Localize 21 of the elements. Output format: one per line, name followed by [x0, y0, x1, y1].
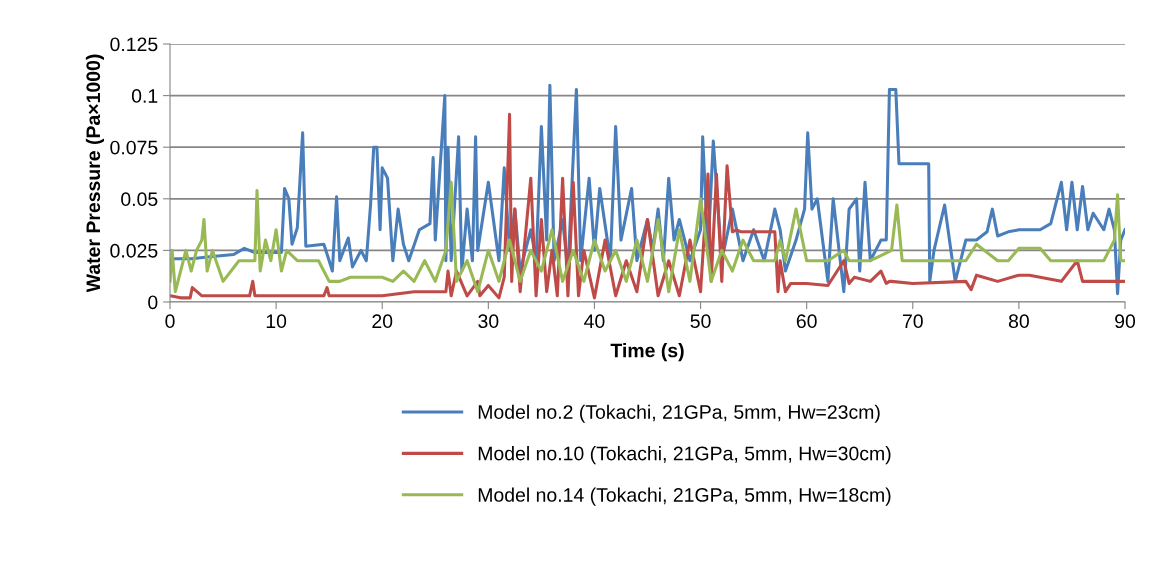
x-tick-label: 40	[584, 314, 605, 329]
y-tick-label: 0	[148, 295, 158, 310]
legend-label: Model no.2 (Tokachi, 21GPa, 5mm, Hw=23cm)	[478, 404, 880, 423]
x-tick-label: 70	[902, 314, 923, 329]
x-tick-label: 20	[372, 314, 393, 329]
x-tick-label: 30	[478, 314, 499, 329]
x-tick-label: 0	[165, 314, 175, 329]
y-tick-label: 0.075	[110, 140, 158, 155]
y-tick-label: 0.05	[121, 192, 158, 207]
x-tick-label: 60	[796, 314, 817, 329]
y-axis-title: Water Pressure (Pa×1000)	[85, 54, 104, 293]
y-tick-label: 0.125	[110, 37, 158, 52]
legend-label: Model no.10 (Tokachi, 21GPa, 5mm, Hw=30cm)	[478, 446, 891, 465]
x-tick-label: 50	[690, 314, 711, 329]
legend-label: Model no.14 (Tokachi, 21GPa, 5mm, Hw=18cm)	[478, 487, 891, 506]
y-tick-label: 0.025	[110, 243, 158, 258]
x-axis-title: Time (s)	[610, 343, 684, 362]
x-tick-label: 90	[1115, 314, 1136, 329]
y-tick-label: 0.1	[131, 89, 158, 103]
x-tick-label: 10	[266, 314, 287, 329]
x-tick-label: 80	[1008, 314, 1029, 329]
